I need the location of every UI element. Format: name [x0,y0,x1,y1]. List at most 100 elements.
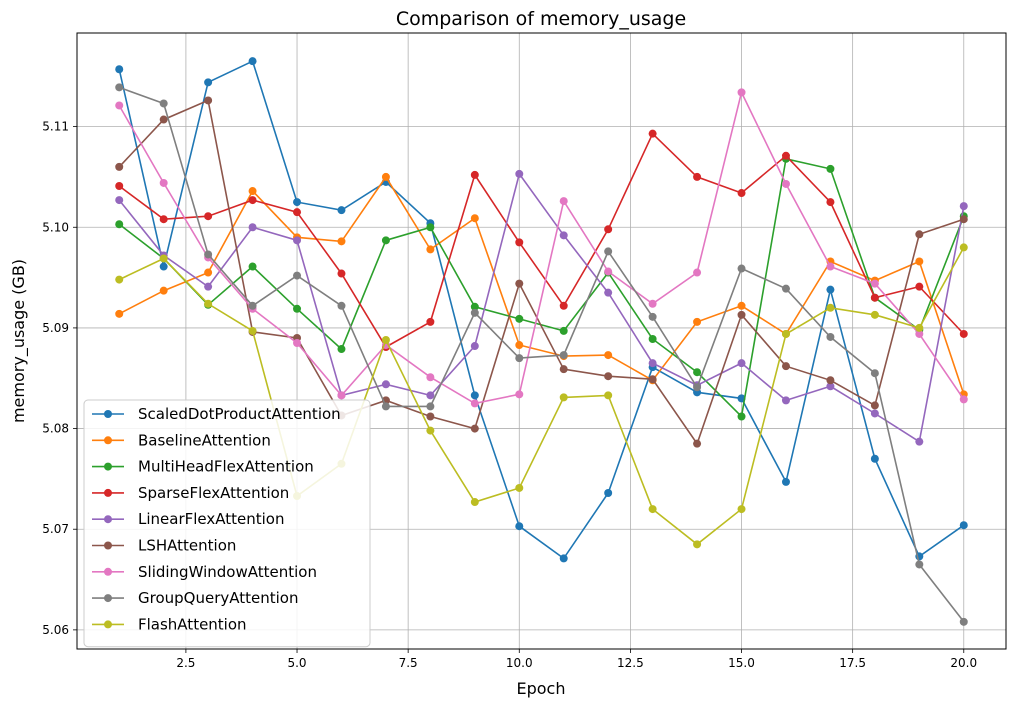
y-tick-label: 5.08 [42,422,69,436]
x-tick-label: 10.0 [506,656,533,670]
data-point [337,391,346,400]
data-point [737,88,746,97]
data-point [293,304,302,313]
legend-item: SlidingWindowAttention [92,563,317,581]
data-point [426,245,435,254]
data-point [604,488,613,497]
data-point [115,220,124,229]
data-point [559,231,568,240]
data-point [515,279,524,288]
legend-label: MultiHeadFlexAttention [138,458,314,476]
data-point [426,426,435,435]
data-point [826,285,835,294]
legend-item: LinearFlexAttention [92,510,284,528]
data-point [648,375,657,384]
legend-label: ScaledDotProductAttention [138,405,341,423]
data-point [115,181,124,190]
series-GroupQueryAttention [115,83,968,626]
data-point [559,393,568,402]
data-point [648,359,657,368]
legend-label: LSHAttention [138,537,236,555]
data-point [470,424,479,433]
data-point [737,310,746,319]
data-point [915,257,924,266]
data-point [959,202,968,211]
data-point [870,401,879,410]
data-point [559,554,568,563]
series-line [118,90,965,405]
data-point [248,57,257,66]
data-point [559,301,568,310]
data-point [115,309,124,318]
data-point [781,396,790,405]
data-point [204,212,213,221]
series-line [118,132,965,349]
data-point [959,243,968,252]
data-point [781,151,790,160]
data-point [604,391,613,400]
data-point [204,250,213,259]
data-point [248,301,257,310]
series-ScaledDotProductAttention [115,57,968,563]
data-point [915,329,924,338]
data-point [693,439,702,448]
data-point [204,96,213,105]
legend-label: SlidingWindowAttention [138,563,317,581]
legend-marker [104,620,112,629]
data-point [293,339,302,348]
data-point [515,354,524,363]
data-point [915,230,924,239]
data-point [915,560,924,569]
data-point [515,238,524,247]
data-point [337,345,346,354]
data-point [470,214,479,223]
data-point [293,198,302,207]
data-point [248,223,257,232]
legend-item: GroupQueryAttention [92,589,298,607]
data-point [515,169,524,178]
legend-marker [104,488,112,497]
x-tick-label: 20.0 [950,656,977,670]
data-point [737,359,746,368]
data-point [115,65,124,74]
legend-marker [104,541,112,550]
data-point [426,412,435,421]
legend-marker [104,462,112,471]
plot-frame [76,32,1007,650]
data-point [115,275,124,284]
data-point [515,341,524,350]
data-point [115,101,124,110]
data-point [159,254,168,263]
data-point [381,236,390,245]
legend-marker [104,436,112,445]
data-point [159,178,168,187]
data-point [870,369,879,378]
y-tick-label: 5.11 [42,120,69,134]
data-point [515,522,524,531]
data-point [648,505,657,514]
data-point [826,303,835,312]
data-point [781,179,790,188]
y-tick-label: 5.10 [42,220,69,234]
data-point [826,198,835,207]
data-point [559,351,568,360]
y-tick-label: 5.07 [42,522,69,536]
data-point [426,223,435,232]
data-point [737,264,746,273]
data-point [737,301,746,310]
series-line [118,60,965,560]
data-point [959,395,968,404]
x-axis: 2.5 5.0 7.5 10.0 12.5 15.0 17.5 20.0 [176,649,977,670]
data-point [648,334,657,343]
data-point [337,237,346,246]
data-point [693,383,702,392]
y-tick-label: 5.06 [42,623,69,637]
data-point [781,477,790,486]
data-point [515,314,524,323]
data-point [248,262,257,271]
legend-item: SparseFlexAttention [92,484,289,502]
data-point [293,208,302,217]
data-point [159,115,168,124]
data-point [737,412,746,421]
